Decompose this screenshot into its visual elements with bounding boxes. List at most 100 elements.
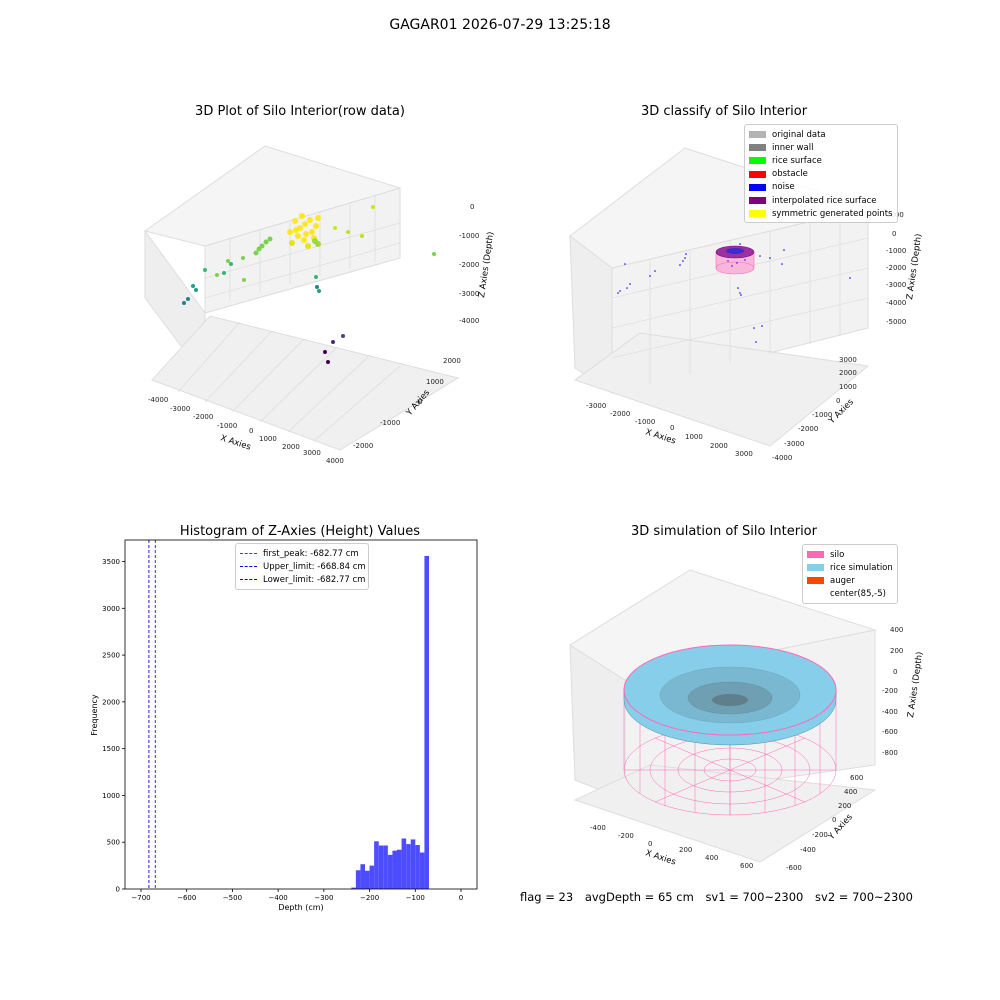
classify-x-tick: 2000 <box>710 442 728 450</box>
histogram-bar <box>401 838 407 889</box>
raw-y-tick: 1000 <box>426 378 444 386</box>
classify-z-tick: 0 <box>892 230 896 238</box>
classify-z-axis-label: Z Axies (Depth) <box>905 233 924 300</box>
classify-y-tick: -3000 <box>784 440 804 448</box>
classify-y-tick: -1000 <box>812 411 832 419</box>
histogram-bar <box>374 841 379 889</box>
histogram-bar <box>365 870 370 889</box>
legend-label: obstacle <box>772 169 808 180</box>
y-tick-label: 2500 <box>102 652 120 660</box>
raw-3d-x-ticks: -4000 -3000 -2000 -1000 0 1000 2000 3000… <box>148 396 344 465</box>
sim-y-tick: 400 <box>844 788 857 796</box>
sv2-text: sv2 = 700~2300 <box>815 890 913 904</box>
simulation-3d-plot: -400 -200 0 200 400 600 -600 -400 -200 0… <box>569 569 925 872</box>
legend-item: first_peak: -682.77 cm <box>240 547 362 560</box>
sim-y-tick: -200 <box>812 831 828 839</box>
raw-y-tick: 2000 <box>443 357 461 365</box>
legend-item: interpolated rice surface <box>749 194 891 207</box>
sim-y-tick: -600 <box>786 864 802 872</box>
simulation-legend: silo rice simulation auger center(85,-5) <box>802 544 898 604</box>
panel-title-classify: 3D classify of Silo Interior <box>640 104 808 119</box>
figure-title: GAGAR01 2026-07-29 13:25:18 <box>389 17 611 33</box>
status-footer: flag = 23 avgDepth = 65 cm sv1 = 700~230… <box>520 890 990 904</box>
simulation-3d-x-ticks: -400 -200 0 200 400 600 <box>590 824 753 870</box>
sim-x-tick: 600 <box>740 862 753 870</box>
sim-x-tick: -400 <box>590 824 606 832</box>
classify-z-tick: -3000 <box>886 281 906 289</box>
histogram-bars <box>351 555 429 889</box>
sim-z-tick: 0 <box>893 668 897 676</box>
raw-x-tick: -3000 <box>170 405 190 413</box>
classify-y-tick: 0 <box>836 397 840 405</box>
histogram-bar <box>383 845 388 889</box>
histogram-bar <box>415 845 420 889</box>
histogram-bar <box>369 865 375 889</box>
classify-3d-plot: -3000 -2000 -1000 0 1000 2000 3000 -4000… <box>569 147 924 462</box>
classify-x-tick: 3000 <box>735 450 753 458</box>
raw-x-tick: 4000 <box>326 457 344 465</box>
raw-z-tick: -4000 <box>459 317 479 325</box>
legend-label: Lower_limit: -682.77 cm <box>263 574 366 585</box>
simulation-rice-surface <box>623 644 837 746</box>
raw-x-tick: -2000 <box>193 413 213 421</box>
histogram-bar <box>392 850 397 889</box>
legend-item: rice simulation <box>807 561 893 574</box>
classify-z-tick: -1000 <box>886 247 906 255</box>
histogram-frame <box>124 539 478 890</box>
y-tick-label: 1000 <box>102 792 120 800</box>
sim-y-tick: 200 <box>838 802 851 810</box>
raw-x-axis-label: X Axies <box>219 433 252 452</box>
histogram-x-ticks: −700 −600 −500 −400 −300 −200 −100 0 <box>131 889 463 902</box>
histogram-bar <box>351 887 356 889</box>
simulation-z-axis-label: Z Axies (Depth) <box>906 651 925 718</box>
sim-x-tick: 0 <box>648 840 652 848</box>
legend-line <box>240 566 257 568</box>
classify-z-tick: -4000 <box>886 299 906 307</box>
y-tick-label: 2000 <box>102 698 120 706</box>
sim-z-tick: -200 <box>882 687 898 695</box>
panel-title-simulation: 3D simulation of Silo Interior <box>631 524 817 539</box>
legend-swatch <box>807 577 824 585</box>
classify-3d-z-ticks: 1000 0 -1000 -2000 -3000 -4000 -5000 <box>886 211 906 326</box>
sim-x-tick: 200 <box>679 846 692 854</box>
legend-label: silo <box>830 549 845 560</box>
raw-3d-plot: -4000 -3000 -2000 -1000 0 1000 2000 3000… <box>143 145 496 465</box>
legend-item: original data <box>749 128 891 141</box>
sim-z-tick: -600 <box>882 728 898 736</box>
legend-label: inner wall <box>772 142 814 153</box>
raw-z-tick: -1000 <box>459 232 479 240</box>
raw-x-tick: 3000 <box>303 449 321 457</box>
legend-label: first_peak: -682.77 cm <box>263 548 359 559</box>
raw-x-tick: -4000 <box>148 396 168 404</box>
sv1-text: sv1 = 700~2300 <box>705 890 804 904</box>
legend-swatch <box>749 170 766 178</box>
legend-item: center(85,-5) <box>807 588 891 601</box>
legend-label: Upper_limit: -668.84 cm <box>263 561 366 572</box>
avg-depth-text: avgDepth = 65 cm <box>584 890 694 904</box>
sim-z-tick: -400 <box>882 708 898 716</box>
raw-y-tick: -2000 <box>353 442 373 450</box>
classify-3d-panes <box>569 147 870 447</box>
raw-y-tick: -1000 <box>380 419 400 427</box>
legend-swatch <box>807 564 824 572</box>
y-tick-label: 0 <box>116 886 120 894</box>
legend-swatch <box>807 551 824 559</box>
legend-label: auger <box>830 575 855 586</box>
sim-y-tick: -400 <box>800 846 816 854</box>
histogram-y-axis-label: Frequency <box>90 694 99 736</box>
legend-swatch <box>807 591 824 598</box>
raw-3d-points <box>182 205 436 364</box>
legend-swatch <box>749 183 766 191</box>
legend-item: Lower_limit: -682.77 cm <box>240 573 366 586</box>
legend-swatch <box>749 210 766 218</box>
histogram-bar <box>397 849 402 889</box>
sim-z-tick: 200 <box>890 647 903 655</box>
y-tick-label: 3000 <box>102 605 120 613</box>
classify-silo-cylinder <box>715 245 755 275</box>
histogram-bar <box>424 555 429 889</box>
legend-item: noise <box>749 181 891 194</box>
classify-x-tick: 1000 <box>685 433 703 441</box>
flag-text: flag = 23 <box>520 890 574 904</box>
histogram-chart: −700 −600 −500 −400 −300 −200 −100 0 0 500 1000 15… <box>90 539 478 912</box>
histogram-reference-lines <box>148 540 156 889</box>
